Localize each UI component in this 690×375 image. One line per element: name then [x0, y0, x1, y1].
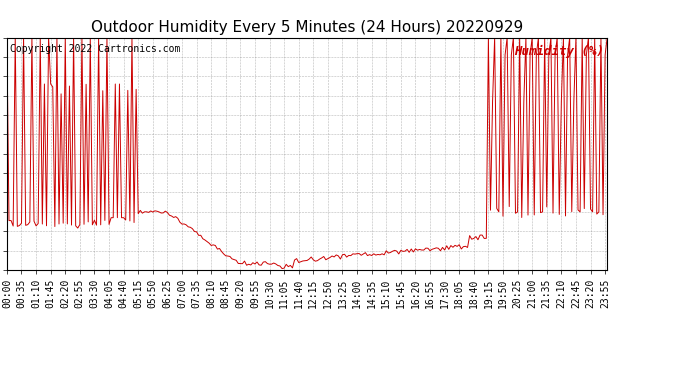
Text: Copyright 2022 Cartronics.com: Copyright 2022 Cartronics.com — [10, 45, 180, 54]
Text: Humidity (%): Humidity (%) — [514, 45, 604, 57]
Title: Outdoor Humidity Every 5 Minutes (24 Hours) 20220929: Outdoor Humidity Every 5 Minutes (24 Hou… — [91, 20, 523, 35]
